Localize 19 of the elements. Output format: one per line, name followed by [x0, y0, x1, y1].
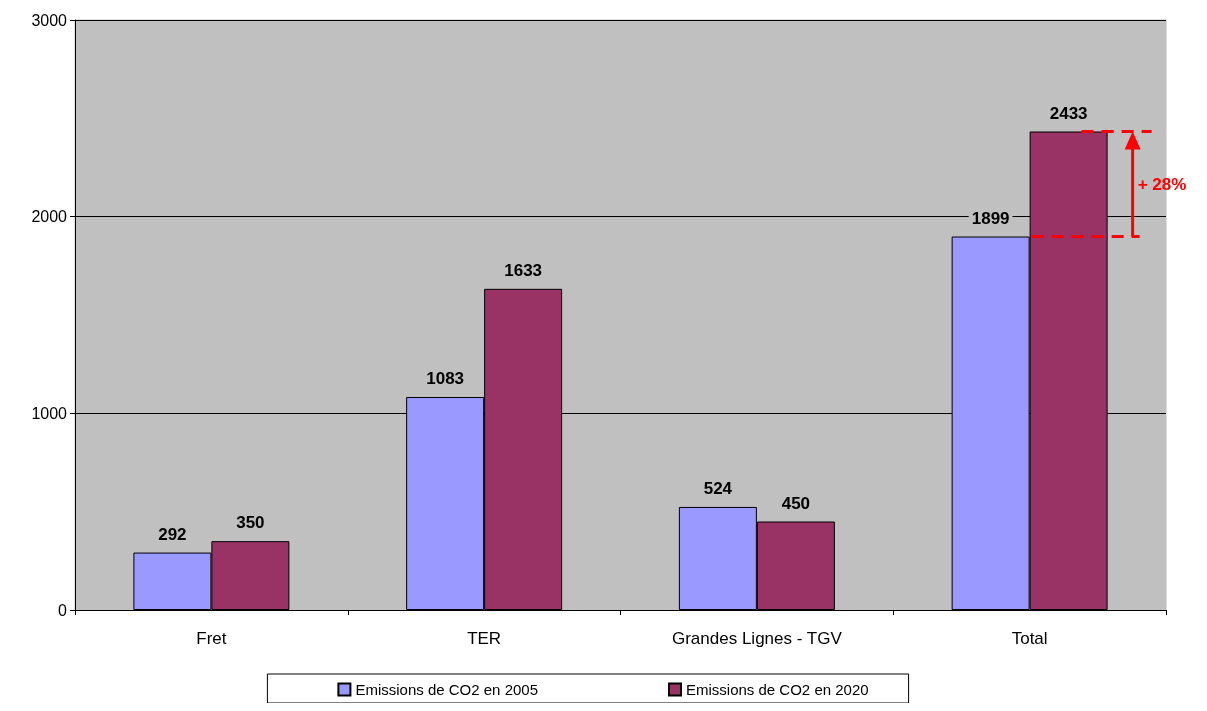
y-tick-label: 0 — [58, 601, 68, 619]
x-tick-label: Fret — [196, 629, 227, 648]
data-label: 2433 — [1049, 103, 1088, 123]
annotation: + 28% — [1137, 175, 1187, 195]
y-tick-label: 1000 — [31, 404, 68, 422]
data-label: 292 — [158, 524, 187, 544]
y-tick-label: 2000 — [31, 208, 68, 226]
x-tick-label: TER — [467, 629, 502, 648]
data-label: 524 — [703, 478, 733, 498]
x-tick-label: Total — [1011, 629, 1048, 648]
legend-label: Emissions de CO2 en 2020 — [686, 681, 869, 698]
data-label: 350 — [236, 513, 265, 533]
data-label: 1899 — [971, 208, 1010, 228]
data-label: 1083 — [426, 369, 465, 389]
y-tick-label: 3000 — [31, 11, 68, 29]
data-label: 450 — [781, 493, 811, 513]
data-label: 1633 — [504, 260, 543, 280]
x-tick-label: Grandes Lignes - TGV — [671, 629, 843, 648]
legend-label: Emissions de CO2 en 2005 — [355, 681, 539, 698]
